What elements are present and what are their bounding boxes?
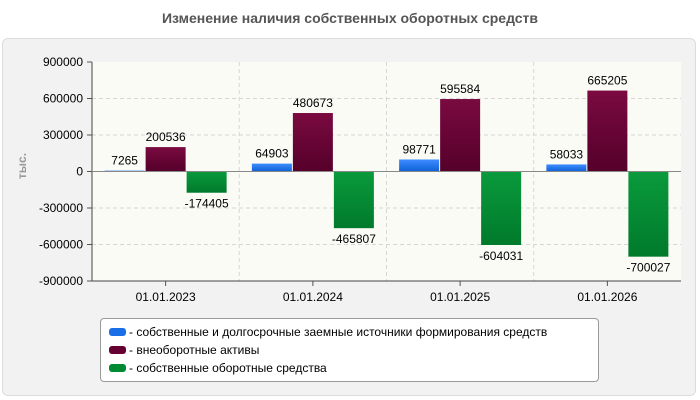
data-label: -174405: [185, 197, 229, 211]
data-label: 665205: [587, 74, 627, 88]
legend-swatch: [109, 346, 126, 354]
legend-item: - собственные и долгосрочные заемные ист…: [109, 323, 598, 341]
data-label: 58033: [550, 147, 584, 161]
data-label: 595584: [440, 82, 480, 96]
bar: [292, 113, 333, 172]
data-label: -465807: [332, 232, 376, 246]
data-label: -604031: [479, 249, 523, 263]
bar: [333, 171, 374, 229]
bar: [628, 171, 669, 257]
legend-swatch: [109, 328, 126, 336]
data-label: -700027: [626, 261, 670, 275]
y-tick-label: -900000: [39, 274, 83, 288]
x-tick-label: 01.01.2025: [430, 290, 490, 304]
data-label: 7265: [111, 154, 138, 168]
legend-label: - собственные и долгосрочные заемные ист…: [129, 325, 548, 339]
bar: [440, 99, 481, 172]
y-tick-label: 600000: [43, 92, 83, 106]
y-tick-label: 900000: [43, 55, 83, 69]
data-label: 64903: [255, 147, 289, 161]
x-tick-label: 01.01.2026: [577, 290, 637, 304]
data-label: 98771: [402, 142, 436, 156]
x-tick-label: 01.01.2023: [136, 290, 196, 304]
legend-swatch: [109, 364, 126, 372]
y-tick-label: 300000: [43, 128, 83, 142]
bar: [251, 163, 292, 172]
bar: [481, 171, 522, 245]
bar: [186, 171, 227, 193]
y-tick-label: -300000: [39, 201, 83, 215]
bar: [587, 90, 628, 172]
x-tick-label: 01.01.2024: [283, 290, 343, 304]
y-axis-title: тыс.: [15, 153, 29, 179]
bar: [145, 147, 186, 172]
bar: [399, 159, 440, 172]
y-tick-label: 0: [76, 165, 83, 179]
legend-item: - внеоборотные активы: [109, 341, 598, 359]
legend-label: - собственные оборотные средства: [129, 361, 327, 375]
data-label: 480673: [293, 96, 333, 110]
data-label: 200536: [146, 130, 186, 144]
bar: [546, 164, 587, 172]
legend-label: - внеоборотные активы: [129, 343, 260, 357]
legend-item: - собственные оборотные средства: [109, 359, 598, 377]
chart-title: Изменение наличия собственных оборотных …: [161, 10, 539, 26]
y-tick-label: -600000: [39, 238, 83, 252]
legend: - собственные и долгосрочные заемные ист…: [100, 318, 599, 382]
